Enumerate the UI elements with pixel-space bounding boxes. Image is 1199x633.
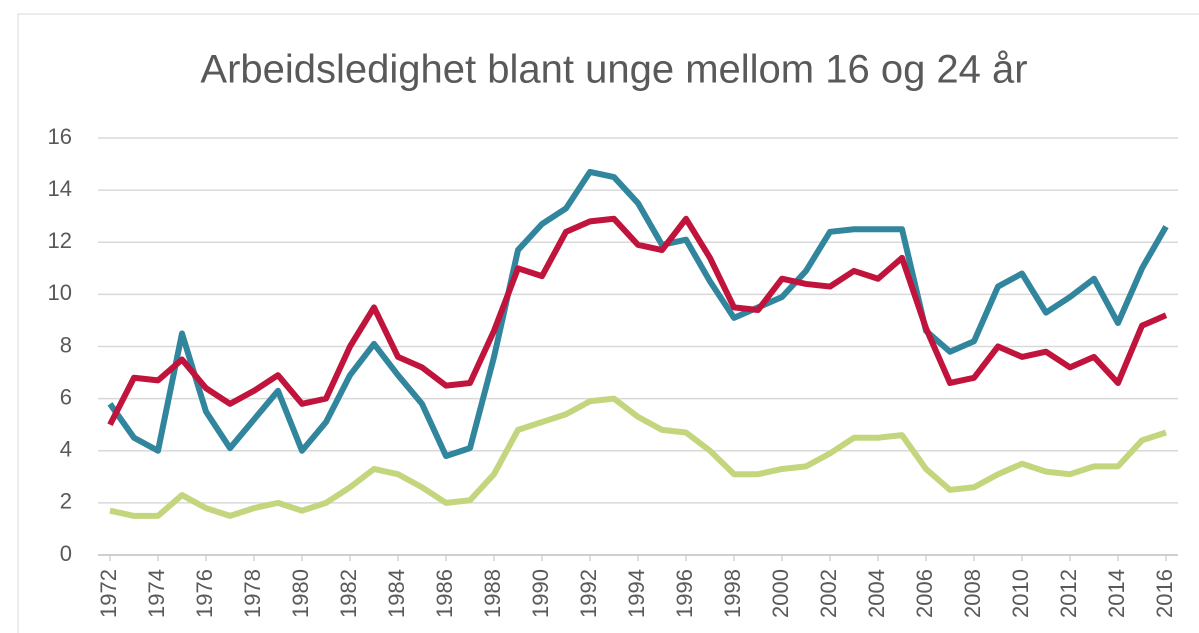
x-tick-label: 2002 — [816, 569, 841, 618]
x-tick-label: 2012 — [1056, 569, 1081, 618]
y-tick-label: 6 — [60, 384, 72, 409]
series-line — [107, 168, 1169, 459]
x-tick-label: 2000 — [768, 569, 793, 618]
y-tick-label: 14 — [48, 176, 72, 201]
y-tick-label: 0 — [60, 541, 72, 566]
y-tick-label: 4 — [60, 437, 72, 462]
x-tick-label: 2008 — [960, 569, 985, 618]
x-tick-label: 1994 — [624, 569, 649, 618]
y-tick-label: 12 — [48, 228, 72, 253]
x-tick-label: 1974 — [144, 569, 169, 618]
chart-border — [17, 13, 1199, 633]
chart-title: Arbeidsledighet blant unge mellom 16 og … — [200, 48, 1027, 92]
series-line — [107, 215, 1168, 427]
x-tick-label: 1984 — [384, 569, 409, 618]
x-tick-label: 1992 — [576, 569, 601, 618]
x-tick-label: 2006 — [912, 569, 937, 618]
x-tick-label: 1998 — [720, 569, 745, 618]
x-tick-label: 1982 — [336, 569, 361, 618]
x-tick-label: 2010 — [1008, 569, 1033, 618]
x-tick-label: 1986 — [432, 569, 457, 618]
y-tick-label: 2 — [60, 489, 72, 514]
x-tick-label: 2016 — [1152, 569, 1177, 618]
series-line — [109, 395, 1167, 519]
x-tick-label: 1996 — [672, 569, 697, 618]
x-tick-label: 1976 — [192, 569, 217, 618]
x-tick-label: 1988 — [480, 569, 505, 618]
y-tick-label: 16 — [48, 124, 72, 149]
x-tick-label: 1978 — [240, 569, 265, 618]
y-tick-label: 8 — [60, 332, 72, 357]
x-tick-label: 2014 — [1104, 569, 1129, 618]
x-tick-label: 1972 — [96, 569, 121, 618]
x-tick-label: 1990 — [528, 569, 553, 618]
x-tick-label: 1980 — [288, 569, 313, 618]
x-tick-label: 2004 — [864, 569, 889, 618]
y-tick-label: 10 — [48, 280, 72, 305]
